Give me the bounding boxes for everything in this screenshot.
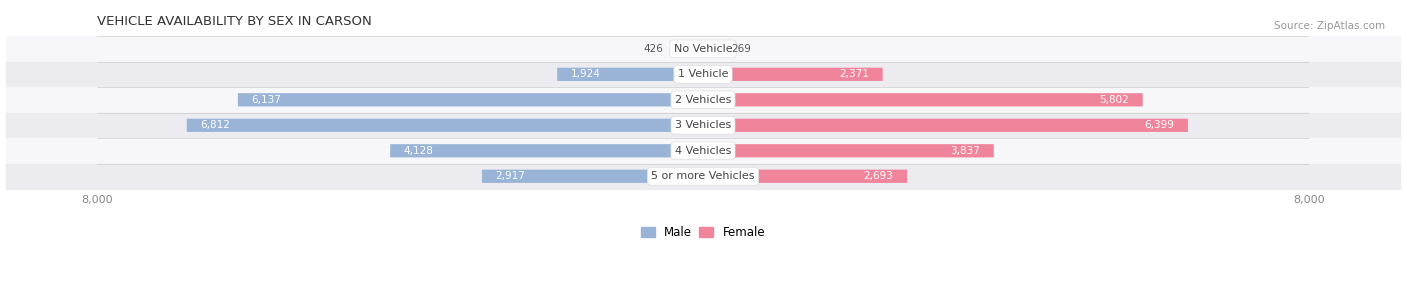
Text: VEHICLE AVAILABILITY BY SEX IN CARSON: VEHICLE AVAILABILITY BY SEX IN CARSON <box>97 15 371 28</box>
Text: 1 Vehicle: 1 Vehicle <box>678 69 728 79</box>
Text: 2,917: 2,917 <box>495 171 526 181</box>
Bar <box>6 36 1400 62</box>
Text: 269: 269 <box>731 44 751 54</box>
Text: Source: ZipAtlas.com: Source: ZipAtlas.com <box>1274 21 1385 32</box>
Text: 2,693: 2,693 <box>863 171 893 181</box>
FancyBboxPatch shape <box>703 68 883 81</box>
Text: 5 or more Vehicles: 5 or more Vehicles <box>651 171 755 181</box>
Text: 2,371: 2,371 <box>839 69 869 79</box>
FancyBboxPatch shape <box>557 68 703 81</box>
Bar <box>6 138 1400 163</box>
FancyBboxPatch shape <box>482 170 703 183</box>
Legend: Male, Female: Male, Female <box>638 223 768 241</box>
FancyBboxPatch shape <box>389 144 703 157</box>
Text: 426: 426 <box>644 44 664 54</box>
Bar <box>6 163 1400 189</box>
FancyBboxPatch shape <box>703 119 1188 132</box>
Text: 4 Vehicles: 4 Vehicles <box>675 146 731 156</box>
Bar <box>6 113 1400 138</box>
FancyBboxPatch shape <box>238 93 703 106</box>
Text: No Vehicle: No Vehicle <box>673 44 733 54</box>
Text: 3 Vehicles: 3 Vehicles <box>675 120 731 130</box>
Text: 6,137: 6,137 <box>252 95 281 105</box>
FancyBboxPatch shape <box>703 170 907 183</box>
Text: 6,812: 6,812 <box>201 120 231 130</box>
Text: 4,128: 4,128 <box>404 146 433 156</box>
FancyBboxPatch shape <box>703 42 723 55</box>
Bar <box>6 87 1400 113</box>
Text: 5,802: 5,802 <box>1099 95 1129 105</box>
FancyBboxPatch shape <box>671 42 703 55</box>
FancyBboxPatch shape <box>187 119 703 132</box>
Text: 3,837: 3,837 <box>950 146 980 156</box>
Text: 1,924: 1,924 <box>571 69 600 79</box>
Text: 2 Vehicles: 2 Vehicles <box>675 95 731 105</box>
Bar <box>6 62 1400 87</box>
Text: 6,399: 6,399 <box>1144 120 1174 130</box>
FancyBboxPatch shape <box>703 144 994 157</box>
FancyBboxPatch shape <box>703 93 1143 106</box>
